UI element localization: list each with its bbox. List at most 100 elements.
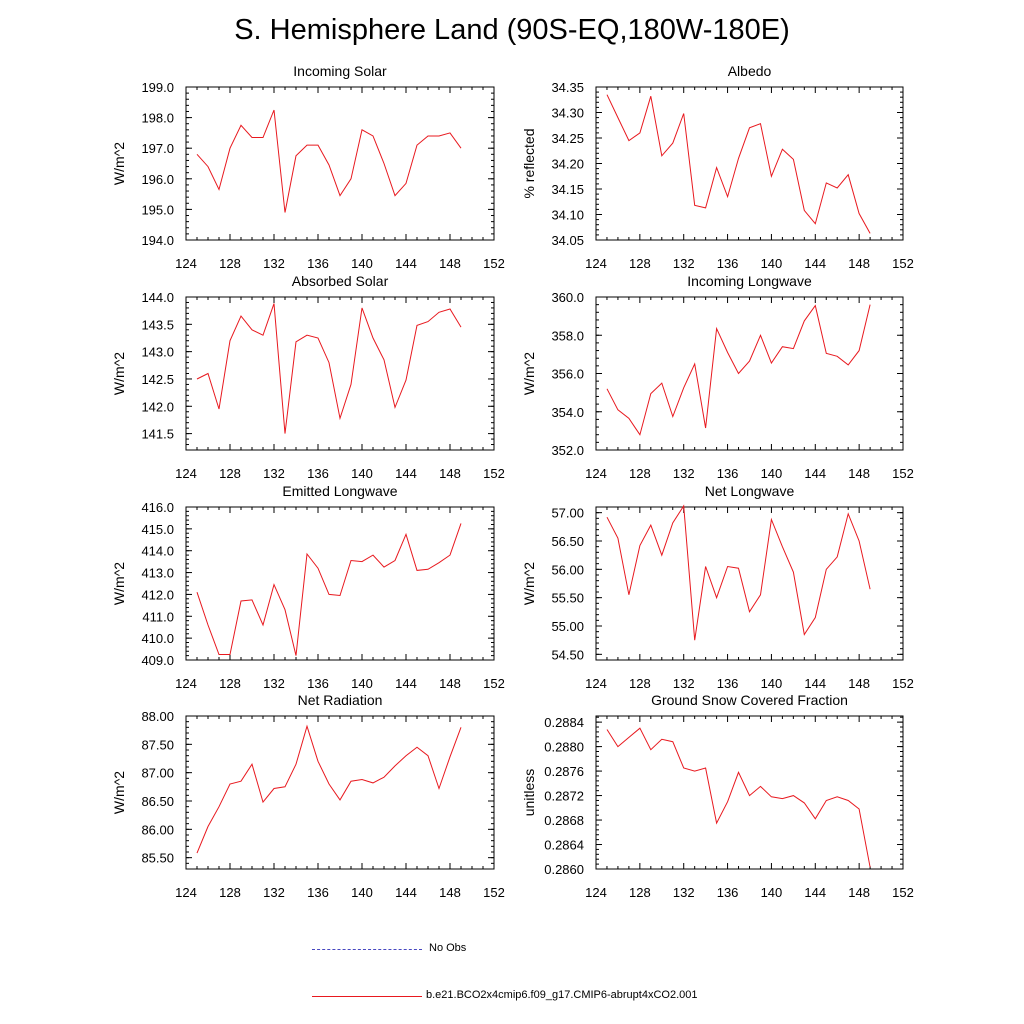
x-tick-label: 140 [761,256,783,271]
x-tick-label: 148 [439,676,461,691]
y-tick-label: 87.00 [141,766,174,781]
y-tick-label: 34.10 [551,208,584,223]
panel-title: Absorbed Solar [292,273,389,289]
legend-obs-label: No Obs [429,942,467,954]
y-tick-label: 0.2880 [544,740,584,755]
x-tick-label: 132 [263,885,285,900]
x-tick-label: 128 [629,466,651,481]
y-tick-label: 416.0 [141,500,174,515]
x-tick-label: 136 [717,466,739,481]
y-tick-label: 412.0 [141,587,174,602]
y-tick-label: 0.2872 [544,789,584,804]
y-tick-label: 55.00 [551,619,584,634]
x-tick-label: 152 [483,466,505,481]
x-tick-label: 128 [629,676,651,691]
x-tick-label: 152 [892,676,914,691]
x-tick-label: 128 [219,885,241,900]
y-tick-label: 199.0 [141,80,174,95]
y-tick-label: 409.0 [141,653,174,668]
panel-title: Emitted Longwave [282,483,397,499]
y-tick-label: 143.5 [141,317,174,332]
x-tick-label: 128 [219,466,241,481]
x-tick-label: 140 [761,466,783,481]
chart-panel-5: Emitted Longwave W/m^2 124 128 132 136 140 144 1… [111,483,505,691]
y-tick-label: 414.0 [141,544,174,559]
y-tick-label: 0.2860 [544,862,584,877]
x-tick-label: 124 [175,676,197,691]
y-axis-label: W/m^2 [111,771,127,814]
x-tick-label: 140 [351,885,373,900]
x-tick-label: 140 [351,466,373,481]
x-tick-label: 128 [219,256,241,271]
x-tick-label: 144 [395,466,417,481]
y-tick-label: 34.25 [551,131,584,146]
series-line-model [606,504,871,641]
chart-panel-8: Ground Snow Covered Fraction unitless 124 1… [521,692,914,900]
y-tick-label: 86.50 [141,794,174,809]
plot-frame [185,296,495,451]
y-tick-label: 142.5 [141,372,174,387]
y-axis-label: W/m^2 [521,562,537,605]
chart-panel-2: Albedo % reflected 124 128 132 136 140 144 148 15… [521,63,914,271]
y-tick-label: 88.00 [141,709,174,724]
x-tick-label: 132 [673,885,695,900]
panel-title: Net Longwave [705,483,795,499]
x-tick-label: 132 [673,676,695,691]
y-tick-label: 144.0 [141,290,174,305]
x-tick-label: 132 [263,676,285,691]
y-tick-label: 55.50 [551,591,584,606]
chart-panel-4: Incoming Longwave W/m^2 124 128 132 136 140 144… [521,273,914,481]
x-tick-label: 148 [439,466,461,481]
legend-model-line [312,996,422,997]
y-tick-label: 0.2864 [544,838,584,853]
y-tick-label: 197.0 [141,141,174,156]
y-tick-label: 410.0 [141,631,174,646]
x-tick-label: 144 [804,256,826,271]
y-tick-label: 411.0 [142,609,174,624]
y-tick-label: 34.05 [551,233,584,248]
y-tick-label: 195.0 [141,202,174,217]
y-tick-label: 358.0 [551,328,584,343]
x-tick-label: 152 [483,676,505,691]
x-tick-label: 124 [175,466,197,481]
series-line-model [196,109,462,213]
x-tick-label: 136 [717,676,739,691]
plot-frame [185,86,495,241]
y-tick-label: 142.0 [141,399,174,414]
series-line-model [606,304,871,436]
plot-frame [595,715,904,870]
x-tick-label: 144 [395,256,417,271]
y-tick-label: 56.00 [551,562,584,577]
x-tick-label: 132 [673,256,695,271]
y-tick-label: 0.2884 [544,715,584,730]
x-tick-label: 136 [717,885,739,900]
y-axis-label: W/m^2 [521,352,537,395]
x-tick-label: 132 [673,466,695,481]
y-tick-label: 57.00 [551,506,584,521]
panel-title: Albedo [728,63,772,79]
y-tick-label: 354.0 [551,405,584,420]
y-tick-label: 34.35 [551,80,584,95]
x-tick-label: 148 [848,885,870,900]
x-tick-label: 128 [629,256,651,271]
x-tick-label: 144 [395,885,417,900]
panel-title: Net Radiation [298,692,383,708]
x-tick-label: 148 [439,885,461,900]
x-tick-label: 136 [307,256,329,271]
y-tick-label: 415.0 [141,522,174,537]
series-line-model [196,724,462,854]
y-axis-label: % reflected [521,128,537,198]
x-tick-label: 140 [761,885,783,900]
x-tick-label: 140 [351,676,373,691]
x-tick-label: 124 [585,466,607,481]
y-axis-label: W/m^2 [111,562,127,605]
x-tick-label: 152 [483,885,505,900]
series-line-model [606,727,871,868]
y-tick-label: 143.0 [141,345,174,360]
y-tick-label: 196.0 [141,172,174,187]
x-tick-label: 124 [585,885,607,900]
x-tick-label: 128 [219,676,241,691]
x-tick-label: 148 [439,256,461,271]
y-axis-label: unitless [521,769,537,816]
